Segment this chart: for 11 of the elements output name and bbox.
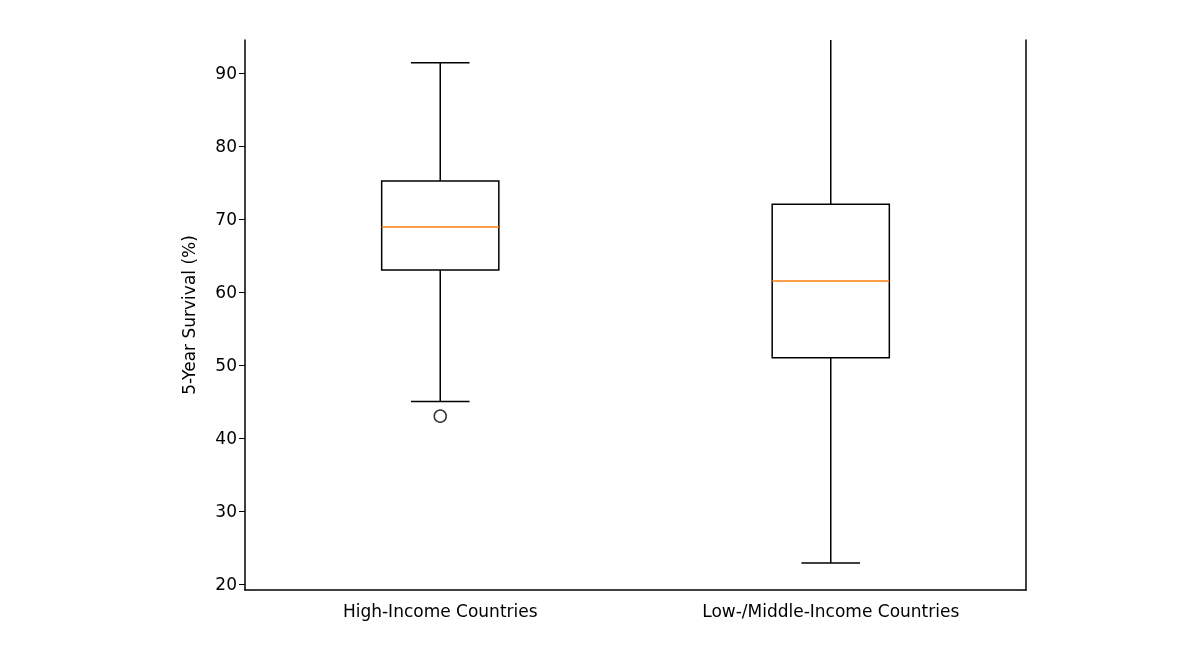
y-tick-label: 60	[215, 281, 237, 302]
y-tick-label: 50	[215, 355, 237, 376]
y-tick-label: 20	[215, 574, 237, 595]
x-tick-label: High-Income Countries	[342, 600, 538, 621]
x-tick-label: Low-/Middle-Income Countries	[702, 600, 960, 621]
y-tick-label: 90	[215, 62, 237, 83]
y-tick-label: 30	[215, 501, 237, 522]
y-tick-label: 70	[215, 208, 237, 229]
y-tick-label: 40	[215, 428, 237, 449]
y-tick-label: 80	[215, 135, 237, 156]
y-axis-title: 5-Year Survival (%)	[178, 235, 199, 395]
